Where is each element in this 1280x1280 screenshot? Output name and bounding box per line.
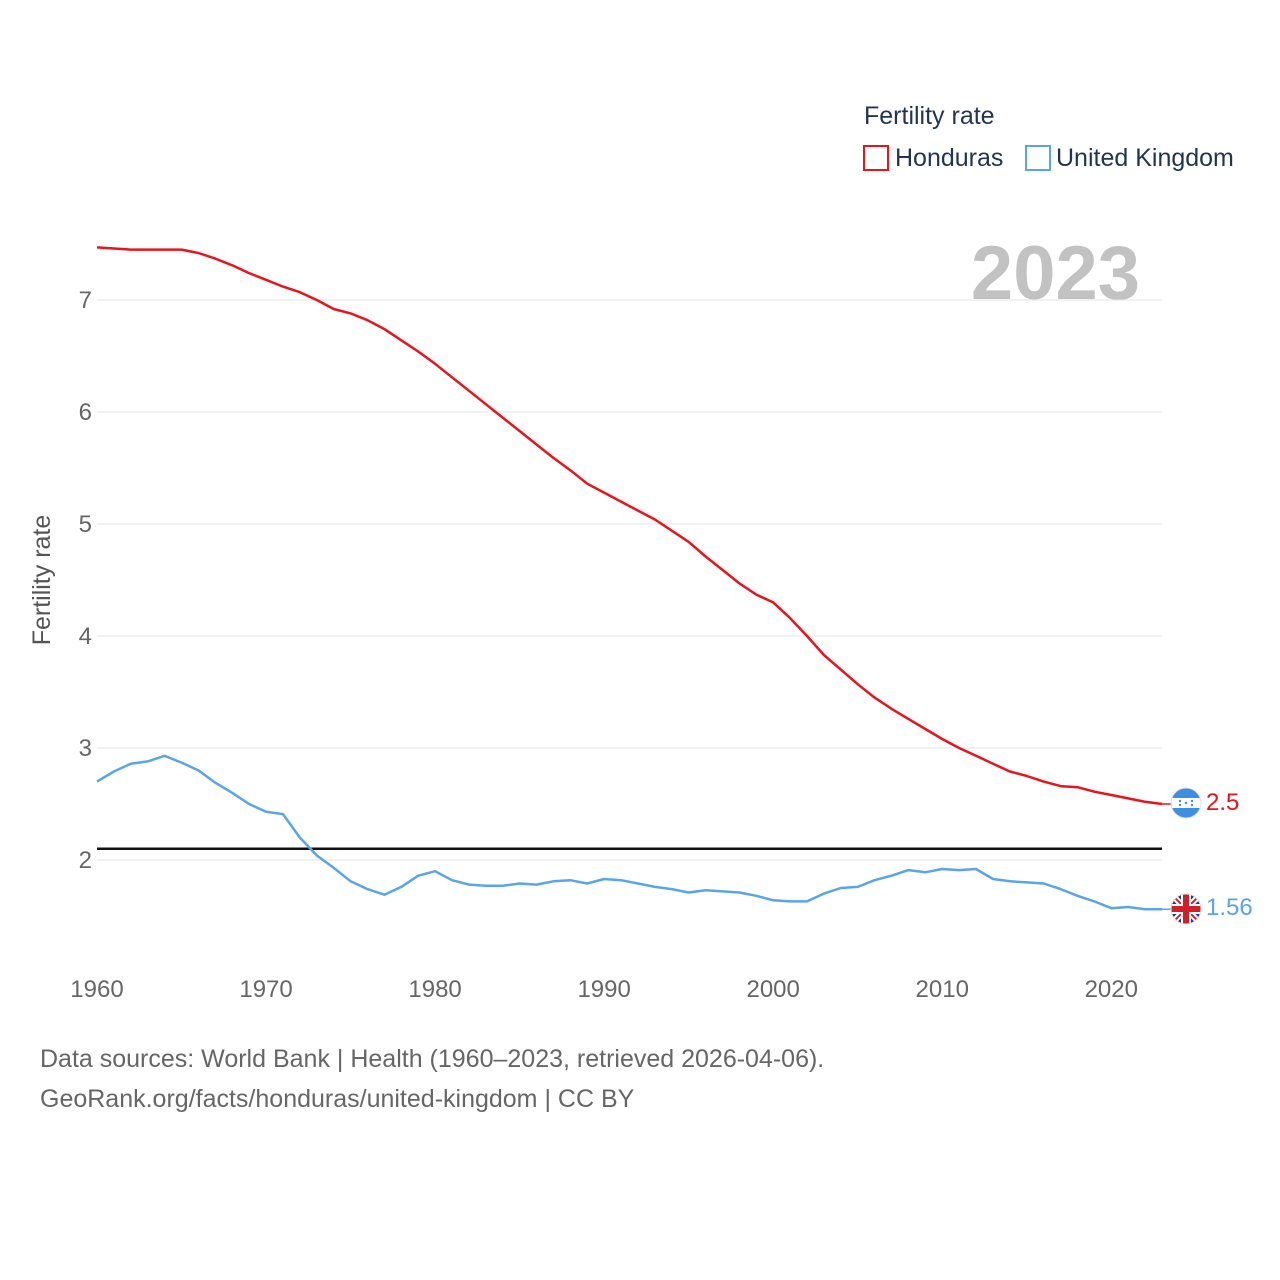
series-lines	[96, 246, 1171, 911]
x-axis-ticks: 1960 1970 1980 1990 2000 2010 2020	[70, 976, 1138, 1003]
x-tick-label: 1990	[577, 976, 630, 1003]
y-axis-ticks: 2 3 4 5 6 7	[79, 287, 92, 874]
legend-title: Fertility rate	[864, 102, 995, 130]
united-kingdom-flag-icon	[1170, 893, 1202, 925]
y-tick-label: 6	[79, 399, 92, 426]
data-sources-note: Data sources: World Bank | Health (1960–…	[40, 1045, 825, 1073]
x-tick-label: 2010	[916, 976, 969, 1003]
legend-swatch-honduras	[863, 145, 889, 171]
y-tick-label: 7	[79, 287, 92, 314]
legend-label-united-kingdom: United Kingdom	[1056, 144, 1234, 172]
honduras-flag-icon	[1170, 787, 1202, 819]
y-tick-label: 2	[79, 847, 92, 874]
x-tick-label: 1980	[408, 976, 461, 1003]
legend-item-united-kingdom[interactable]: United Kingdom	[1025, 144, 1234, 172]
x-tick-label: 2020	[1085, 976, 1138, 1003]
x-tick-label: 1970	[239, 976, 292, 1003]
year-watermark: 2023	[971, 231, 1140, 316]
legend-label-honduras: Honduras	[895, 144, 1003, 172]
y-tick-label: 4	[79, 623, 92, 650]
attribution-link[interactable]: GeoRank.org/facts/honduras/united-kingdo…	[40, 1085, 635, 1113]
series-line-honduras[interactable]	[96, 246, 1163, 806]
y-axis-label: Fertility rate	[28, 515, 56, 646]
x-tick-label: 1960	[70, 976, 123, 1003]
end-label-united-kingdom: 1.56	[1206, 894, 1253, 921]
y-tick-label: 5	[79, 511, 92, 538]
legend-item-honduras[interactable]: Honduras	[863, 144, 1003, 172]
x-tick-label: 2000	[746, 976, 799, 1003]
grid-lines	[97, 299, 1162, 861]
series-line-united-kingdom[interactable]	[96, 754, 1162, 911]
y-tick-label: 3	[79, 735, 92, 762]
legend-swatch-united-kingdom	[1025, 145, 1051, 171]
end-label-honduras: 2.5	[1206, 789, 1239, 816]
